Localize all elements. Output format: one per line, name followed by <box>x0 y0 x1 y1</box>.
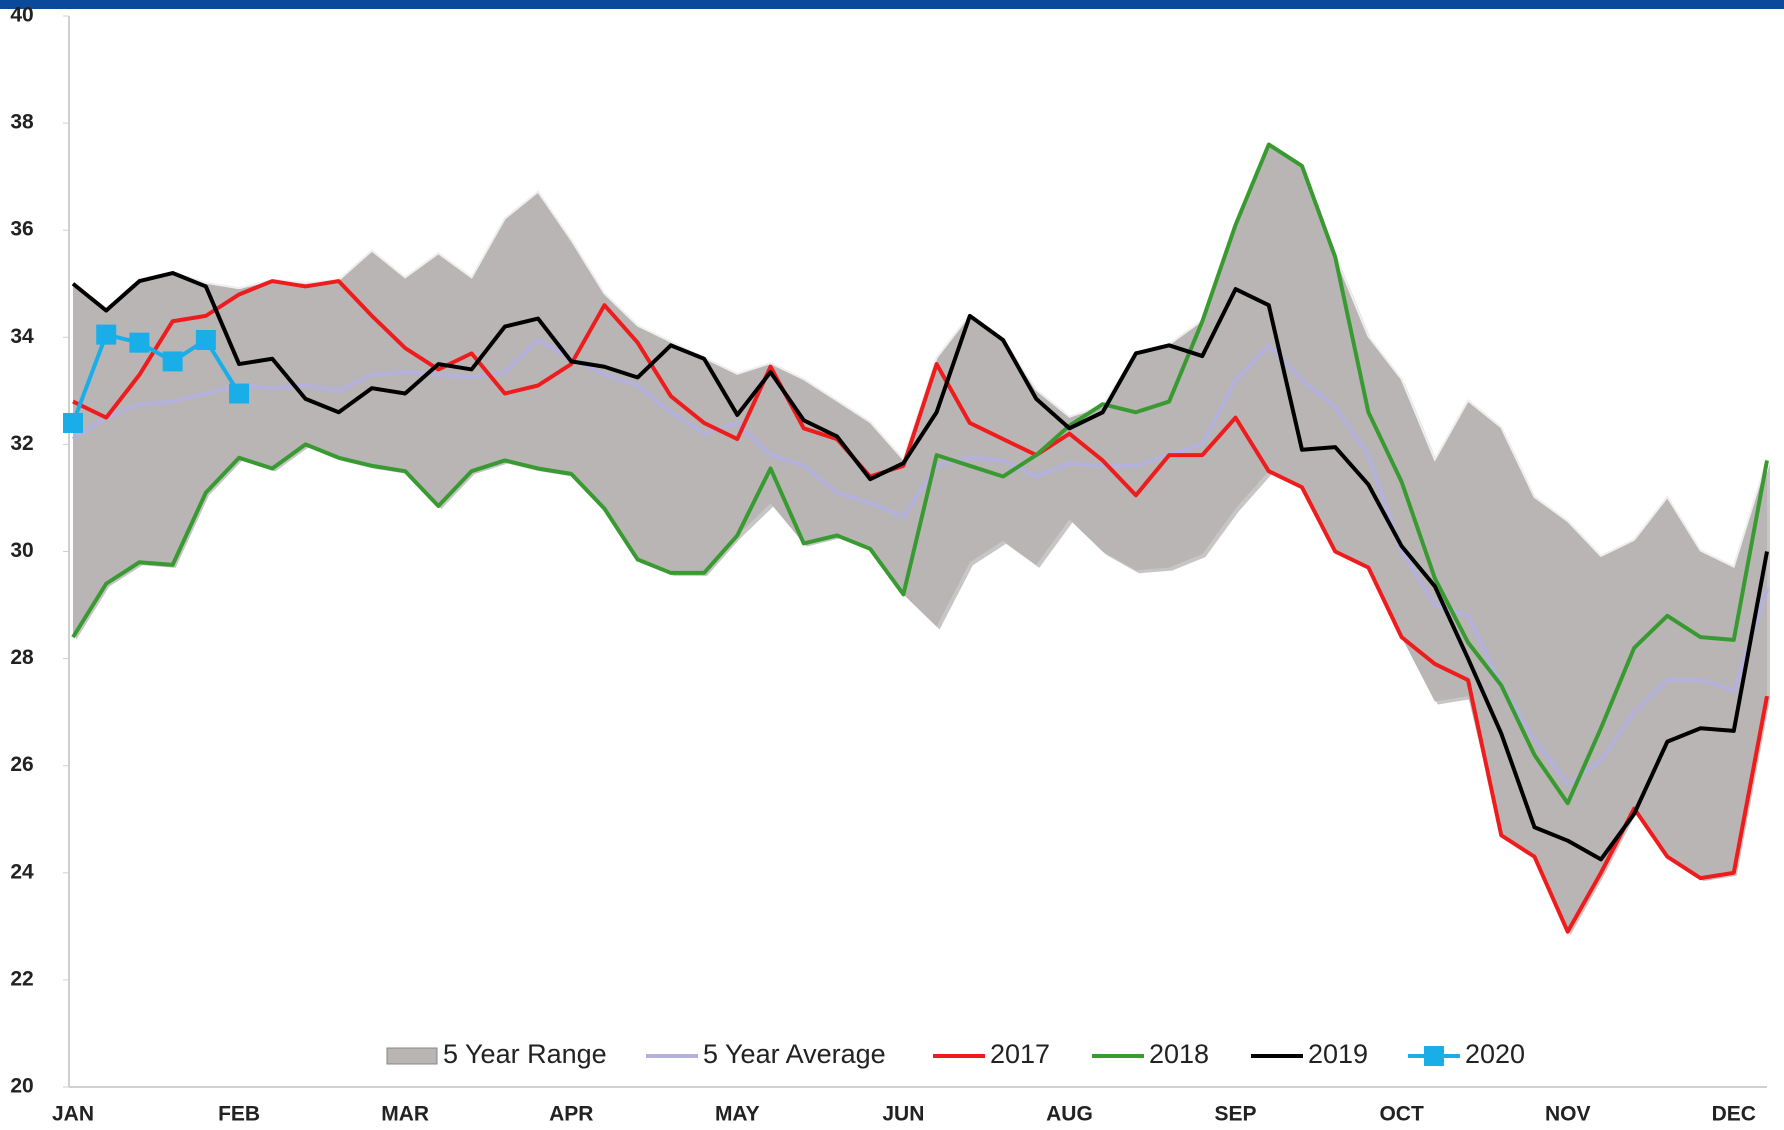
series-marker <box>229 383 250 404</box>
y-tick-label: 22 <box>10 967 33 990</box>
series-marker <box>195 329 216 350</box>
x-tick-label: SEP <box>1215 1103 1257 1126</box>
series-line <box>72 279 1769 934</box>
y-tick-label: 32 <box>10 432 33 455</box>
y-tick-label: 34 <box>10 325 34 348</box>
series-marker <box>63 412 83 433</box>
x-tick-label: APR <box>549 1103 593 1126</box>
series-line <box>71 271 1769 862</box>
y-tick-label: 40 <box>10 4 33 27</box>
x-tick-label: JUN <box>882 1103 924 1126</box>
series-line <box>71 142 1769 806</box>
x-tick-label: DEC <box>1712 1103 1756 1126</box>
series-marker <box>129 332 150 353</box>
legend-label: 2017 <box>990 1039 1050 1069</box>
legend-label: 2020 <box>1465 1039 1525 1069</box>
legend-marker <box>1424 1046 1444 1066</box>
y-tick-label: 38 <box>10 111 34 134</box>
legend: 5 Year Range 5 Year Average 2017 2018 2019 20… <box>386 1039 1525 1069</box>
series-marker <box>162 351 183 372</box>
range-area <box>73 144 1767 932</box>
legend-label: 5 Year Range <box>443 1039 607 1069</box>
y-tick-label: 26 <box>10 753 33 776</box>
y-tick-label: 20 <box>10 1075 33 1098</box>
x-tick-label: MAY <box>715 1103 760 1126</box>
legend-label: 5 Year Average <box>703 1039 886 1069</box>
x-tick-label: JAN <box>52 1103 94 1126</box>
y-tick-label: 24 <box>10 860 34 883</box>
x-tick-label: MAR <box>381 1103 429 1126</box>
legend-swatch <box>386 1047 438 1065</box>
x-tick-label: OCT <box>1379 1103 1424 1126</box>
x-tick-label: NOV <box>1545 1103 1591 1126</box>
y-tick-label: 28 <box>10 646 34 669</box>
x-tick-label: AUG <box>1046 1103 1093 1126</box>
y-tick-label: 36 <box>10 218 33 241</box>
series-marker <box>96 324 117 345</box>
y-tick-label: 30 <box>10 539 33 562</box>
series-line <box>71 337 1769 787</box>
x-tick-label: FEB <box>218 1103 260 1126</box>
legend-label: 2018 <box>1149 1039 1209 1069</box>
top-bar <box>0 0 1784 9</box>
legend-label: 2019 <box>1308 1039 1368 1069</box>
